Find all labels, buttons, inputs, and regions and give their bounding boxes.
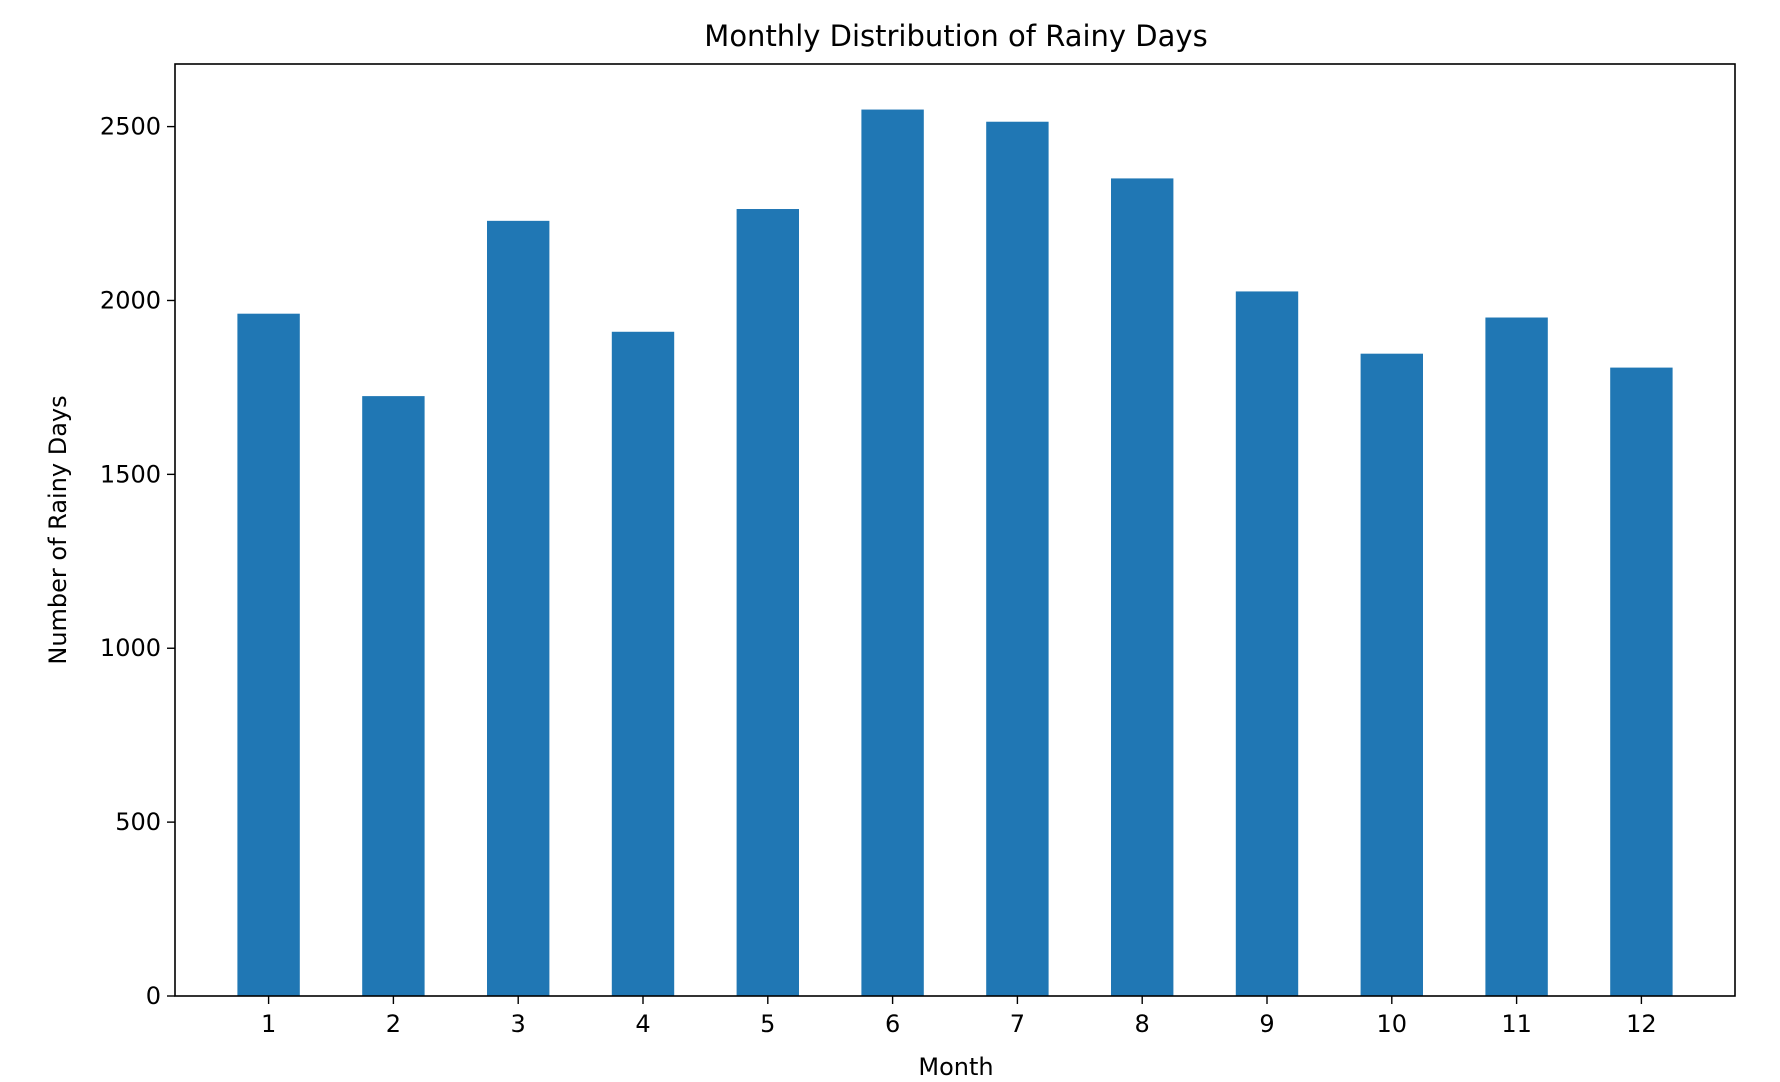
y-tick-label: 1500 xyxy=(100,460,161,488)
x-tick-label: 5 xyxy=(760,1010,775,1038)
chart-title: Monthly Distribution of Rainy Days xyxy=(704,19,1207,53)
y-axis-label: Number of Rainy Days xyxy=(44,395,72,664)
bar-month-5 xyxy=(736,209,799,996)
bar-month-1 xyxy=(237,313,300,997)
x-tick-label: 4 xyxy=(635,1010,650,1038)
y-tick-label: 1000 xyxy=(100,634,161,662)
x-tick-label: 2 xyxy=(386,1010,401,1038)
y-tick-label: 500 xyxy=(115,808,161,836)
y-tick-label: 2500 xyxy=(100,113,161,141)
y-tick-label: 2000 xyxy=(100,286,161,314)
x-tick-label: 7 xyxy=(1010,1010,1025,1038)
x-tick-label: 6 xyxy=(885,1010,900,1038)
y-tick-label: 0 xyxy=(146,982,161,1010)
x-tick-label: 12 xyxy=(1626,1010,1657,1038)
bar-month-7 xyxy=(986,121,1049,997)
x-tick-label: 8 xyxy=(1135,1010,1150,1038)
bar-month-3 xyxy=(487,220,550,996)
bar-month-11 xyxy=(1485,317,1548,996)
bar-month-2 xyxy=(362,396,425,996)
plot-frame xyxy=(174,63,1736,997)
bar-month-9 xyxy=(1235,291,1299,997)
bar-month-4 xyxy=(611,331,675,996)
bar-month-8 xyxy=(1111,178,1174,996)
x-tick-label: 3 xyxy=(511,1010,526,1038)
x-tick-label: 11 xyxy=(1501,1010,1532,1038)
bar-month-6 xyxy=(861,109,924,997)
x-tick-label: 9 xyxy=(1259,1010,1274,1038)
x-axis-ticks: 1 2 3 4 5 6 7 8 9 10 11 12 xyxy=(261,996,1657,1038)
x-tick-label: 1 xyxy=(261,1010,276,1038)
y-axis-ticks: 0 500 1000 1500 2000 2500 xyxy=(100,113,175,1010)
bar-month-10 xyxy=(1360,353,1423,997)
x-tick-label: 10 xyxy=(1377,1010,1408,1038)
bar-month-12 xyxy=(1610,367,1673,996)
x-axis-label: Month xyxy=(918,1053,993,1078)
bars-group xyxy=(237,109,1673,997)
